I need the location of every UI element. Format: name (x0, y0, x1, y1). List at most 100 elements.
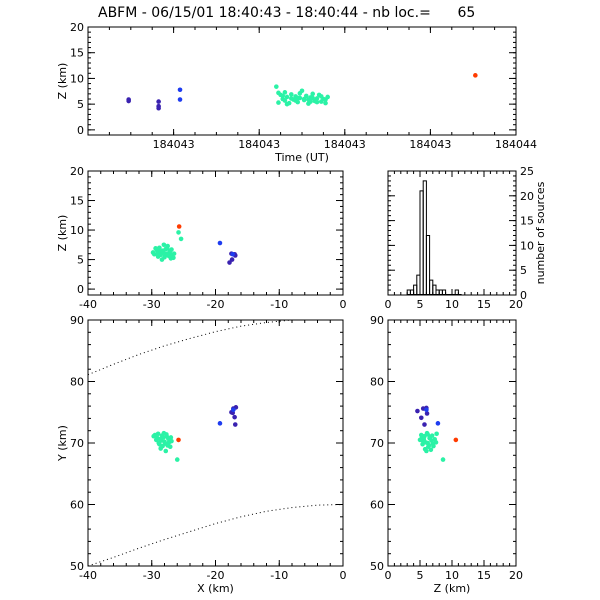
plan-view-y-tick-label: 70 (70, 437, 84, 450)
plan-view-x-tick-label: -30 (143, 569, 161, 582)
z-y-y-tick-label: 90 (370, 314, 384, 327)
time-height-x-tick-label: 184043 (153, 138, 195, 151)
plan-view-point (217, 421, 223, 426)
x-height-point (217, 240, 223, 246)
x-height-point (176, 230, 181, 235)
height-histogram-x-tick-label: 20 (509, 298, 523, 311)
time-height-point (323, 100, 328, 106)
x-height-point (166, 253, 172, 259)
range-ring-inner (87, 504, 344, 567)
z-y-point (424, 430, 430, 436)
x-height-point (176, 224, 182, 229)
time-height-point (314, 99, 320, 105)
time-height-point (282, 98, 288, 103)
z-y-y-tick-label: 70 (370, 437, 384, 450)
time-height-x-tick-label: 184043 (238, 138, 280, 151)
time-height-y-tick-label: 5 (77, 98, 84, 111)
time-height-x-tick-label: 184044 (495, 138, 537, 151)
x-height-x-tick-label: -10 (270, 298, 288, 311)
plan-view-point (156, 440, 162, 446)
x-height-point (161, 242, 167, 248)
time-height-y-tick-label: 20 (70, 21, 84, 34)
time-height-point (289, 92, 294, 97)
time-height-point (282, 90, 288, 95)
plan-view-point (157, 437, 163, 442)
figure-title: ABFM - 06/15/01 18:40:43 - 18:40:44 - nb… (98, 5, 475, 21)
z-y-y-tick-label: 80 (370, 376, 384, 389)
z-y-point (434, 431, 439, 437)
time-height-point (308, 99, 313, 104)
x-height-y-axis-label: Z (km) (56, 215, 69, 252)
height-histogram-x-tick-label: 10 (445, 298, 459, 311)
time-height-point (276, 100, 281, 105)
plan-view-point (176, 437, 181, 443)
x-height-x-tick-label: -20 (207, 298, 225, 311)
time-height-x-tick-label: 184043 (324, 138, 366, 151)
time-height-y-tick-label: 10 (70, 72, 84, 85)
histogram-bar (441, 289, 447, 295)
x-height-point (167, 248, 173, 254)
plan-view-x-tick-label: -40 (79, 569, 97, 582)
z-y-x-tick-label: 0 (385, 569, 392, 582)
z-y-point (433, 440, 439, 445)
time-height-point (284, 101, 290, 107)
plan-view-point (232, 414, 237, 420)
x-height-x-tick-label: -30 (143, 298, 161, 311)
x-height-y-tick-label: 20 (70, 165, 84, 178)
x-height-point (227, 260, 232, 265)
range-ring-outer (87, 319, 343, 376)
height-histogram-x-tick-label: 15 (477, 298, 491, 311)
plan-view-x-tick-label: -10 (270, 569, 288, 582)
time-height-point (177, 97, 183, 102)
time-height-point (274, 84, 279, 89)
plan-view-point (169, 438, 174, 444)
time-height-point (177, 87, 183, 93)
plan-view-point (165, 443, 170, 448)
plan-view-point (161, 430, 167, 436)
z-y-point (431, 443, 436, 449)
height-histogram-x-tick-label: 5 (417, 298, 424, 311)
z-y-x-tick-label: 5 (417, 569, 424, 582)
plan-view-point (232, 422, 238, 427)
z-y-point (453, 437, 459, 443)
time-height-y-tick-label: 15 (70, 47, 84, 60)
z-y-point (424, 411, 430, 416)
z-y-x-tick-label: 20 (509, 569, 523, 582)
x-height-point (159, 257, 165, 262)
time-height-x-tick-label: 184043 (409, 138, 451, 151)
z-y-x-axis-label: Z (km) (434, 582, 471, 595)
time-height-point (473, 73, 478, 78)
height-histogram-y-tick-label: 10 (520, 239, 534, 252)
time-height-y-tick-label: 0 (77, 124, 84, 137)
time-height-point (310, 91, 316, 97)
time-height-y-axis-label: Z (km) (56, 63, 69, 100)
height-histogram-y-tick-label: 25 (520, 165, 534, 178)
z-y-x-tick-label: 10 (445, 569, 459, 582)
x-height-x-tick-label: 0 (340, 298, 347, 311)
x-height-point (162, 253, 168, 258)
z-y-point (417, 437, 423, 443)
x-height-point (155, 251, 160, 256)
z-y-x-tick-label: 15 (477, 569, 491, 582)
z-y-point (422, 422, 427, 427)
height-histogram-y-axis-label: number of sources (534, 181, 547, 284)
x-height-point (150, 250, 156, 255)
time-height-point (284, 94, 290, 100)
z-y-point (424, 448, 429, 454)
plan-view-y-axis-label: Y (km) (56, 425, 69, 462)
x-height-x-tick-label: -40 (79, 298, 97, 311)
x-height-point (178, 236, 184, 242)
plan-view-point (168, 435, 174, 440)
time-height-x-axis-label: Time (UT) (274, 151, 329, 164)
plot-layer: 184043 184043 184043 184043 184044 0 5 10 15 20 Ti… (56, 21, 547, 595)
x-height-y-tick-label: 10 (70, 224, 84, 237)
time-height-point (318, 94, 324, 99)
time-height-point (310, 95, 316, 101)
time-height-point (289, 96, 294, 101)
plan-view-y-tick-label: 60 (70, 499, 84, 512)
height-histogram-y-tick-label: 0 (520, 289, 527, 302)
x-height-point (230, 251, 236, 257)
z-y-y-tick-label: 50 (370, 560, 384, 573)
x-height-point (153, 246, 158, 251)
